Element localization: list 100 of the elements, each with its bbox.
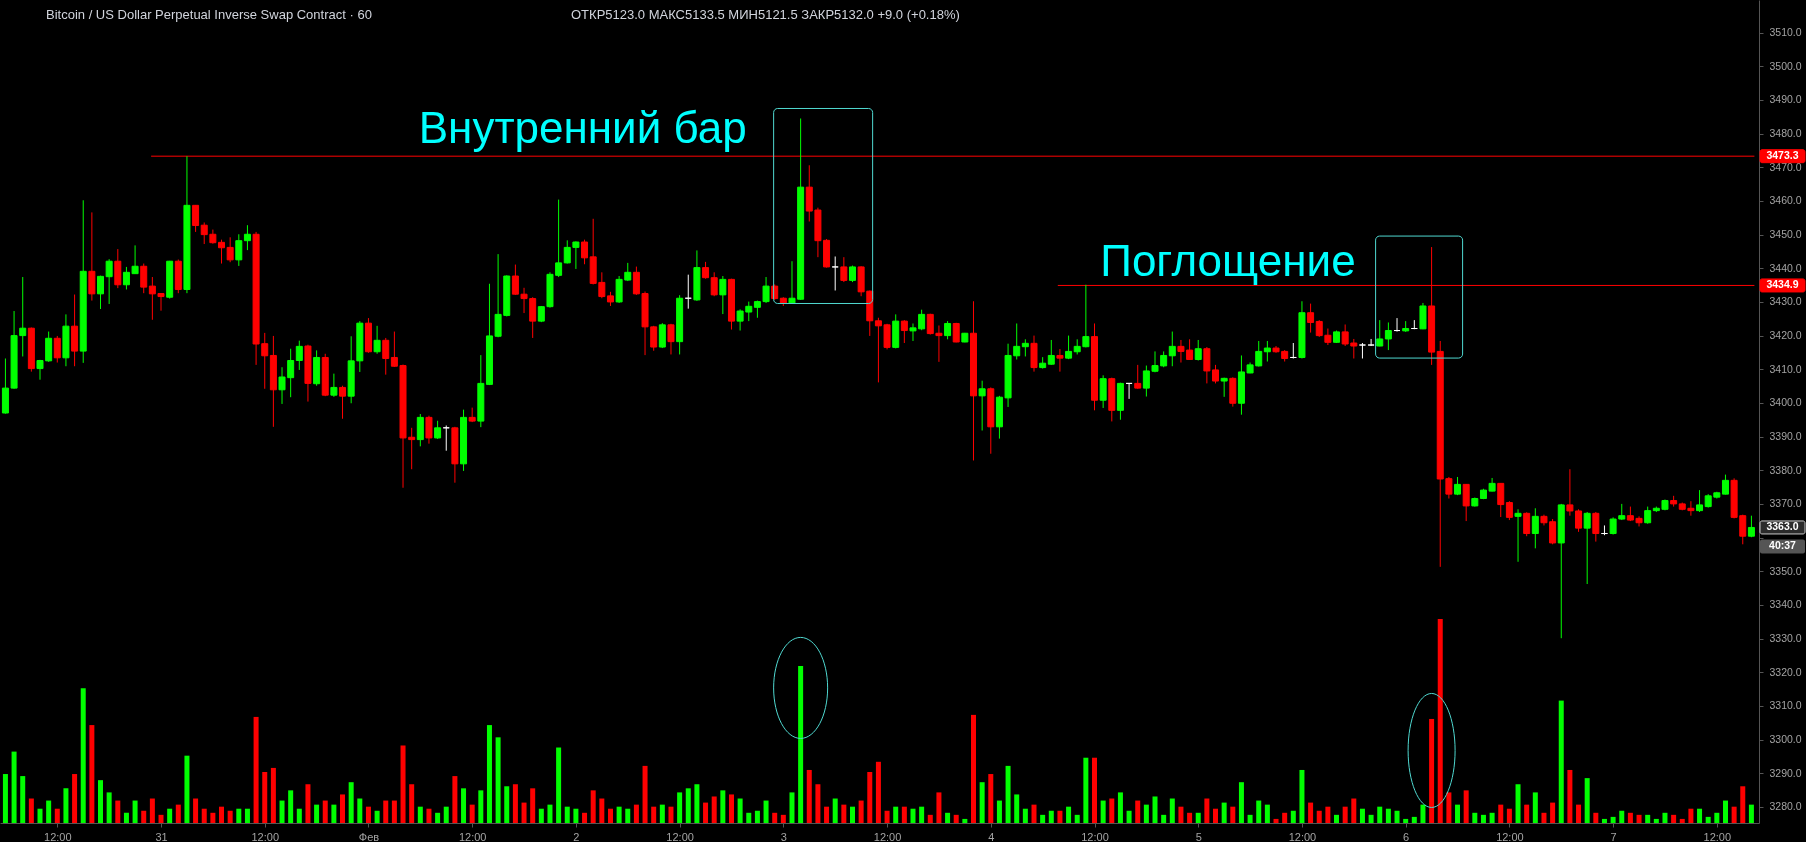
bar — [875, 761, 881, 823]
bar — [1256, 800, 1262, 823]
bar — [521, 802, 527, 823]
bar — [607, 808, 613, 823]
bar — [1014, 794, 1020, 823]
bar — [89, 725, 95, 823]
candlestick — [1505, 500, 1513, 521]
bar — [1437, 619, 1443, 823]
bar — [677, 792, 683, 823]
y-tick-label: 3350.0 — [1769, 564, 1802, 577]
candlestick — [1592, 511, 1600, 543]
bar — [314, 804, 320, 823]
bar — [1247, 814, 1253, 823]
bar — [400, 745, 406, 823]
candlestick — [1099, 374, 1107, 409]
bar — [901, 806, 907, 823]
bar — [979, 782, 985, 823]
candlestick — [1497, 482, 1505, 518]
candlestick — [1194, 339, 1202, 361]
candlestick — [382, 337, 390, 376]
bar — [512, 784, 518, 823]
bar — [184, 755, 190, 823]
bar — [1143, 804, 1149, 823]
y-tick-label: 3320.0 — [1769, 665, 1802, 678]
y-tick-label: 3440.0 — [1769, 261, 1802, 274]
x-tick-label: 12:00 — [666, 830, 694, 843]
y-tick-label: 3480.0 — [1769, 127, 1802, 140]
bar — [391, 800, 397, 823]
y-tick-label: 3510.0 — [1769, 26, 1802, 39]
bar — [564, 806, 570, 823]
bar — [1117, 792, 1123, 823]
bar — [1377, 806, 1383, 823]
bar — [426, 808, 432, 823]
candlestick — [235, 233, 243, 267]
bar — [1264, 804, 1270, 823]
bar — [1074, 814, 1080, 823]
bar — [1031, 804, 1037, 823]
bar — [149, 798, 155, 823]
candlestick — [295, 340, 303, 371]
bar — [1109, 798, 1115, 823]
candlestick — [978, 380, 986, 432]
bar — [789, 792, 795, 823]
x-tick-label: 12:00 — [1288, 830, 1317, 843]
candlestick — [243, 224, 251, 251]
bar — [1662, 812, 1668, 823]
bar — [1213, 808, 1219, 823]
bar — [1092, 757, 1098, 823]
bar — [530, 788, 536, 823]
bar — [132, 800, 138, 823]
bar — [599, 798, 605, 823]
bar — [780, 814, 786, 823]
bar — [244, 808, 250, 823]
bar — [1126, 810, 1132, 823]
candlestick — [1047, 339, 1055, 366]
candlestick — [1168, 331, 1176, 367]
bar — [1040, 814, 1046, 823]
bar — [1100, 800, 1106, 823]
y-tick-label: 3500.0 — [1769, 59, 1802, 72]
candlestick — [1696, 489, 1704, 513]
bar — [633, 804, 639, 823]
bar — [1601, 818, 1607, 823]
candlestick — [114, 248, 122, 289]
candlestick — [434, 420, 442, 440]
bar — [1178, 806, 1184, 823]
bar — [1576, 804, 1582, 823]
text: 3363.0 — [1766, 520, 1799, 533]
bar — [728, 794, 734, 823]
bar — [1221, 802, 1227, 823]
bar — [1273, 818, 1279, 823]
bar — [962, 818, 968, 823]
text: ОТКР5123.0 МАКС5133.5 МИН5121.5 ЗАКР5132.0 +9.0 (+0.18%) — [571, 7, 960, 22]
bar — [1325, 806, 1331, 823]
bar — [193, 798, 199, 823]
bar — [919, 806, 925, 823]
bar — [1394, 810, 1400, 823]
candlestick — [97, 275, 105, 310]
bar — [1359, 808, 1365, 823]
bar — [270, 767, 276, 823]
bar — [1290, 810, 1296, 823]
y-tick-label: 3310.0 — [1769, 699, 1802, 712]
bar — [927, 814, 933, 823]
bar — [573, 808, 579, 823]
x-tick-label: 12:00 — [873, 830, 902, 843]
candlestick — [425, 415, 433, 445]
bar — [478, 790, 484, 823]
bar — [158, 814, 164, 823]
y-tick-label: 3470.0 — [1769, 160, 1802, 173]
bar — [1671, 814, 1677, 823]
y-tick-label: 3390.0 — [1769, 430, 1802, 443]
candlestick — [192, 204, 200, 233]
bar — [884, 810, 890, 823]
bar — [1083, 757, 1089, 823]
bar — [556, 747, 562, 823]
text: Bitcoin / US Dollar Perpetual Inverse Swap Contract · 60 — [46, 7, 372, 22]
x-tick-label: 6 — [1403, 830, 1410, 843]
candlestick — [226, 236, 234, 263]
bar — [694, 784, 700, 823]
bar — [1022, 808, 1028, 823]
bar — [849, 806, 855, 823]
x-tick-label: 2 — [573, 830, 580, 843]
